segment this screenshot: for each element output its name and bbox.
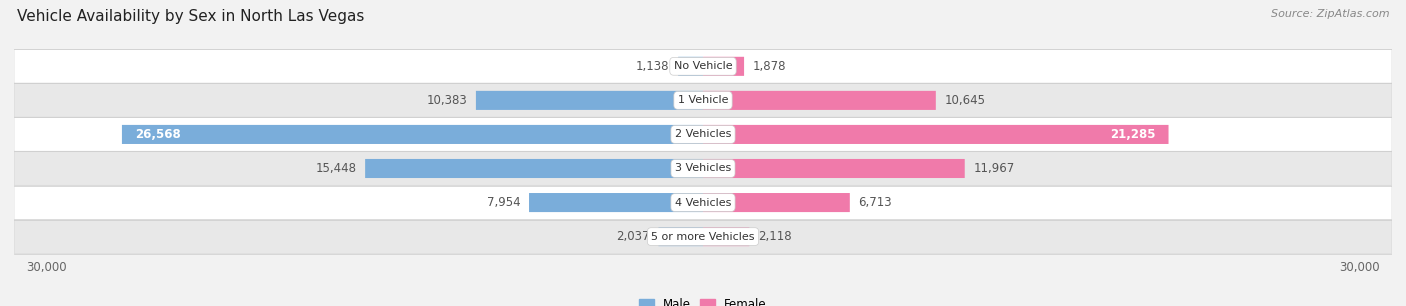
Text: 1,138: 1,138	[636, 60, 669, 73]
Legend: Male, Female: Male, Female	[634, 294, 772, 306]
FancyBboxPatch shape	[122, 125, 703, 144]
Text: 6,713: 6,713	[859, 196, 893, 209]
Text: 11,967: 11,967	[973, 162, 1015, 175]
FancyBboxPatch shape	[14, 50, 1392, 83]
FancyBboxPatch shape	[366, 159, 703, 178]
FancyBboxPatch shape	[703, 125, 1168, 144]
Text: 26,568: 26,568	[135, 128, 181, 141]
FancyBboxPatch shape	[703, 159, 965, 178]
FancyBboxPatch shape	[703, 227, 749, 246]
Text: 10,383: 10,383	[426, 94, 467, 107]
Text: 1,878: 1,878	[752, 60, 786, 73]
Text: 1 Vehicle: 1 Vehicle	[678, 95, 728, 105]
Text: 3 Vehicles: 3 Vehicles	[675, 163, 731, 174]
FancyBboxPatch shape	[703, 57, 744, 76]
FancyBboxPatch shape	[14, 152, 1392, 185]
Text: 2,118: 2,118	[758, 230, 792, 243]
Text: Source: ZipAtlas.com: Source: ZipAtlas.com	[1271, 9, 1389, 19]
FancyBboxPatch shape	[678, 57, 703, 76]
Text: 21,285: 21,285	[1109, 128, 1156, 141]
Text: No Vehicle: No Vehicle	[673, 61, 733, 71]
FancyBboxPatch shape	[14, 118, 1392, 151]
Text: 4 Vehicles: 4 Vehicles	[675, 198, 731, 207]
FancyBboxPatch shape	[703, 91, 936, 110]
FancyBboxPatch shape	[703, 193, 849, 212]
FancyBboxPatch shape	[529, 193, 703, 212]
Text: 2,037: 2,037	[616, 230, 650, 243]
FancyBboxPatch shape	[14, 220, 1392, 253]
FancyBboxPatch shape	[14, 84, 1392, 117]
FancyBboxPatch shape	[475, 91, 703, 110]
Text: 2 Vehicles: 2 Vehicles	[675, 129, 731, 140]
Text: Vehicle Availability by Sex in North Las Vegas: Vehicle Availability by Sex in North Las…	[17, 9, 364, 24]
Text: 5 or more Vehicles: 5 or more Vehicles	[651, 232, 755, 242]
Text: 15,448: 15,448	[315, 162, 356, 175]
Text: 10,645: 10,645	[945, 94, 986, 107]
Text: 7,954: 7,954	[486, 196, 520, 209]
FancyBboxPatch shape	[14, 186, 1392, 219]
FancyBboxPatch shape	[658, 227, 703, 246]
